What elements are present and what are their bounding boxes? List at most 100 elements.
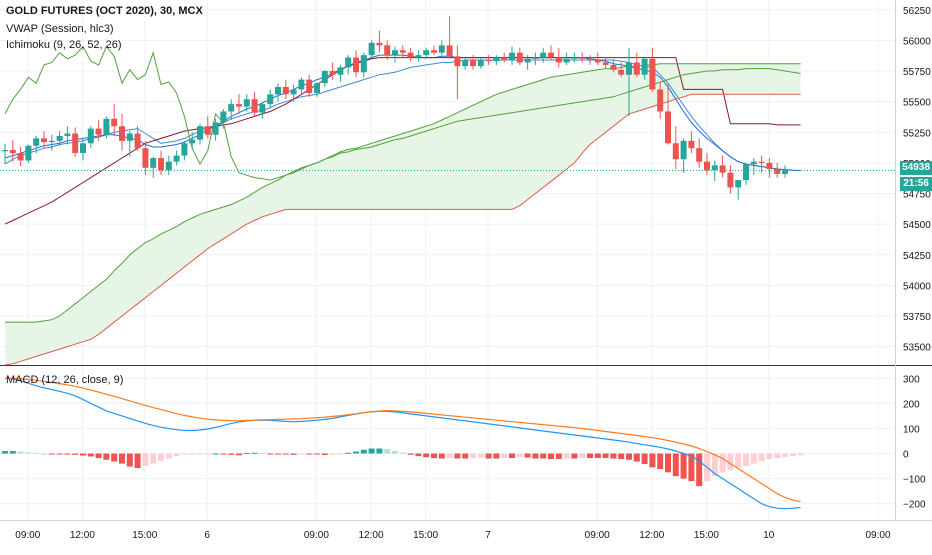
candle-body	[204, 126, 211, 135]
price-tick-label: 53750	[903, 312, 931, 323]
time-tick-label: 15:00	[132, 530, 157, 541]
histogram-bar	[563, 453, 570, 459]
candle-body	[415, 55, 422, 58]
candle-body	[119, 126, 125, 141]
histogram-bar	[532, 453, 539, 459]
histogram-bar	[251, 452, 258, 454]
candle-body	[774, 169, 781, 174]
candle	[282, 79, 289, 100]
histogram-bar	[259, 453, 266, 455]
candle	[275, 83, 281, 102]
candle-body	[368, 42, 375, 56]
candle-body	[696, 148, 703, 162]
histogram-bar	[64, 453, 71, 455]
candle	[454, 45, 461, 100]
vwap-legend[interactable]: VWAP (Session, hlc3)	[6, 23, 114, 35]
histogram-bar	[111, 453, 118, 462]
candle	[25, 144, 32, 163]
candle	[407, 47, 414, 62]
histogram-bar	[719, 453, 726, 473]
candle-body	[165, 161, 172, 171]
candle-body	[134, 133, 141, 149]
macd-tick-label: 300	[903, 374, 920, 385]
candle	[657, 82, 664, 119]
histogram-bar	[782, 453, 788, 458]
histogram-bar	[306, 453, 313, 455]
histogram-bar	[618, 453, 625, 460]
price-tick-label: 55250	[903, 128, 931, 139]
candle-body	[532, 57, 539, 59]
candle-body	[181, 143, 188, 156]
candle-body	[563, 58, 570, 63]
histogram-bar	[743, 453, 749, 467]
histogram-bar	[727, 453, 734, 470]
candle-body	[594, 60, 601, 63]
candle-body	[298, 79, 305, 90]
candle-body	[282, 86, 289, 95]
time-tick-label: 09:00	[15, 530, 40, 541]
candle-body	[727, 172, 734, 188]
price-tick-label: 56000	[903, 36, 931, 47]
candle-body	[41, 138, 47, 143]
candle-body	[87, 128, 94, 144]
ichimoku-legend[interactable]: Ichimoku (9, 26, 52, 26)	[6, 39, 122, 51]
histogram-bar	[134, 453, 141, 469]
candle	[197, 123, 203, 145]
candle	[626, 47, 632, 117]
time-tick-label: 15:00	[413, 530, 438, 541]
price-tick-label: 54750	[903, 190, 931, 201]
candle-body	[142, 148, 149, 168]
candle	[142, 140, 149, 176]
candle	[750, 158, 757, 176]
macd-legend[interactable]: MACD (12, 26, close, 9)	[6, 374, 124, 386]
time-tick-label: 12:00	[358, 530, 383, 541]
candle-body	[633, 62, 640, 75]
candle-body	[345, 57, 352, 68]
candle-body	[150, 158, 157, 168]
series-line-span-a	[5, 63, 801, 323]
candle-body	[657, 89, 664, 112]
candle	[95, 120, 102, 141]
histogram-bar	[540, 453, 547, 459]
candle-body	[438, 45, 445, 53]
histogram-bar	[165, 453, 172, 459]
candle-body	[782, 170, 788, 174]
candle	[587, 55, 593, 65]
candle	[524, 55, 531, 70]
candle-body	[197, 126, 203, 140]
candle	[774, 162, 781, 178]
candle-body	[290, 89, 297, 95]
histogram-bar	[423, 453, 430, 458]
histogram-bar	[150, 453, 157, 464]
histogram-bar	[610, 453, 617, 459]
candle-body	[493, 57, 500, 62]
time-tick-label: 12:00	[70, 530, 95, 541]
price-tick-label: 54000	[903, 281, 931, 292]
candle	[204, 116, 211, 139]
candle	[173, 150, 180, 166]
macd-tick-label: −100	[903, 475, 926, 486]
candle	[610, 60, 617, 73]
candle-body	[314, 83, 320, 94]
candle	[399, 45, 406, 58]
histogram-bar	[431, 453, 437, 459]
candle-body	[618, 69, 625, 75]
histogram-bar	[548, 453, 554, 460]
candle	[509, 46, 515, 65]
price-tick-label: 56250	[903, 6, 931, 17]
histogram-bar	[649, 453, 656, 468]
histogram-bar	[485, 453, 492, 459]
histogram-bar	[282, 453, 289, 455]
candle	[165, 155, 172, 176]
histogram-bar	[228, 453, 235, 455]
candle	[649, 47, 656, 92]
histogram-bar	[80, 453, 86, 456]
symbol-title[interactable]: GOLD FUTURES (OCT 2020), 30, MCX	[6, 5, 203, 17]
histogram-bar	[329, 453, 336, 455]
histogram-bar	[267, 453, 274, 455]
candle-body	[2, 150, 8, 152]
histogram-bar	[314, 453, 320, 455]
candle	[236, 94, 242, 114]
